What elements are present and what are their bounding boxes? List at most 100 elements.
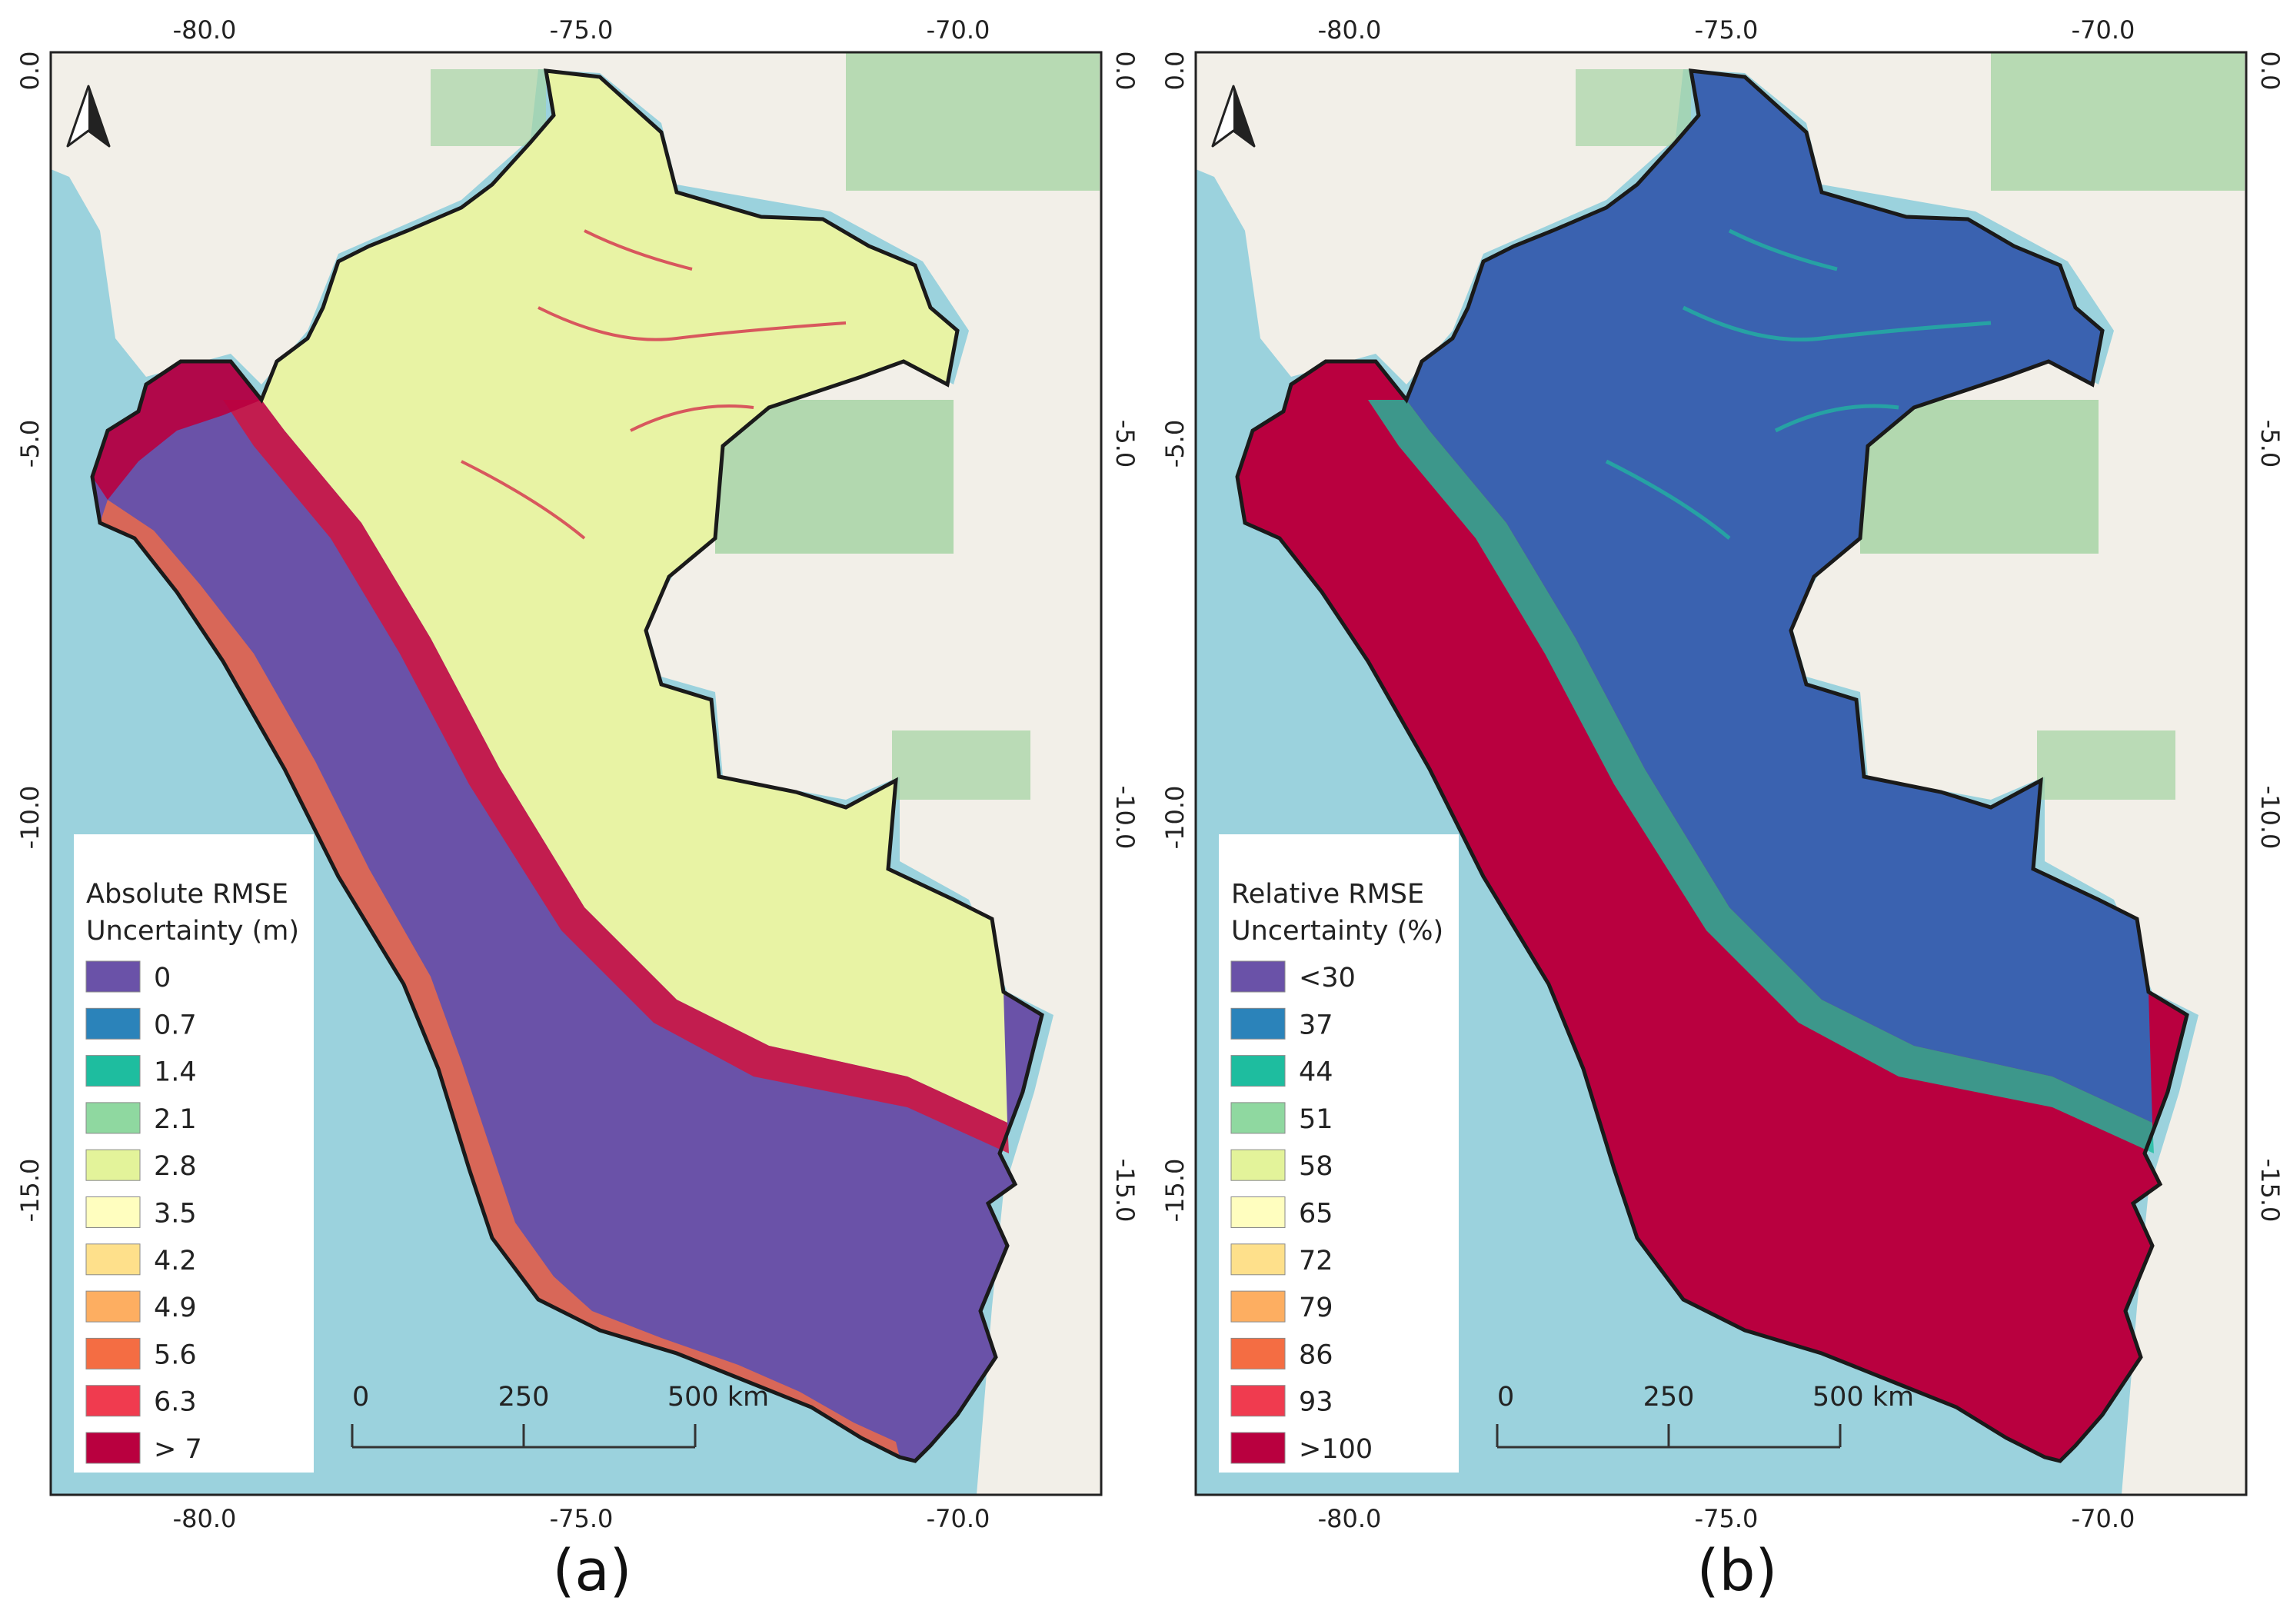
legend-swatch <box>85 1055 141 1087</box>
park-area <box>715 400 954 554</box>
legend-label: 65 <box>1299 1199 1333 1230</box>
legend-label: 93 <box>1299 1387 1333 1418</box>
legend-swatch <box>85 1385 141 1417</box>
map-panel-b <box>1194 51 2248 1496</box>
legend-swatch <box>1230 1385 1286 1417</box>
legend-swatch <box>85 1290 141 1323</box>
y-tick-label-right: -15.0 <box>2255 1159 2285 1223</box>
map-frame <box>1194 51 2248 1496</box>
scale-bar: 0 250 500 km <box>1496 1382 1914 1449</box>
legend-swatch <box>1230 1149 1286 1181</box>
legend-label: 4.9 <box>154 1293 197 1323</box>
legend-label: 4.2 <box>154 1246 197 1276</box>
legend-swatch <box>1230 1196 1286 1228</box>
x-tick-label-top: -75.0 <box>1695 15 1759 45</box>
legend-label: > 7 <box>154 1434 202 1465</box>
legend-label: 0 <box>154 963 171 993</box>
park-area <box>892 730 1030 800</box>
y-tick-label-left: -5.0 <box>15 420 45 468</box>
x-tick-label-top: -80.0 <box>1318 15 1382 45</box>
legend-swatch <box>85 1432 141 1464</box>
y-tick-label-left: -15.0 <box>1160 1159 1190 1223</box>
legend-label: 51 <box>1299 1104 1333 1135</box>
scale-bar: 0 250 500 km <box>351 1382 769 1449</box>
legend-swatch <box>85 1196 141 1228</box>
panel-label: (a) <box>552 1538 631 1604</box>
x-tick-label-bottom: -70.0 <box>927 1504 990 1533</box>
y-tick-label-right: -15.0 <box>1110 1159 1140 1223</box>
legend-label: <30 <box>1299 963 1356 993</box>
legend-swatch <box>1230 1337 1286 1369</box>
legend-swatch <box>1230 1243 1286 1276</box>
legend-swatch <box>85 1007 141 1040</box>
legend-swatch <box>1230 1007 1286 1040</box>
river-lines <box>1605 228 1992 540</box>
legend-label: >100 <box>1299 1434 1373 1465</box>
legend-label: 44 <box>1299 1057 1333 1088</box>
park-area <box>2037 730 2175 800</box>
park-area <box>1860 400 2099 554</box>
x-tick-label-top: -75.0 <box>550 15 614 45</box>
transition-band <box>1368 400 2154 1153</box>
north-arrow-icon <box>66 85 111 148</box>
y-tick-label-right: -5.0 <box>2255 420 2285 468</box>
legend-label: 0.7 <box>154 1010 197 1040</box>
legend-label: 37 <box>1299 1010 1333 1040</box>
x-tick-label-bottom: -70.0 <box>2072 1504 2135 1533</box>
scale-label: 250 <box>1643 1382 1695 1413</box>
legend-label: 79 <box>1299 1293 1333 1323</box>
park-area <box>1991 52 2245 191</box>
scale-label: 500 km <box>667 1382 769 1413</box>
legend-title: Absolute RMSE <box>86 879 288 910</box>
legend-label: 86 <box>1299 1339 1333 1370</box>
y-tick-label-left: 0.0 <box>1160 52 1190 91</box>
north-arrow-icon <box>1211 85 1256 148</box>
scale-label: 0 <box>352 1382 369 1413</box>
y-tick-label-left: 0.0 <box>15 52 45 91</box>
legend-label: 2.8 <box>154 1151 197 1182</box>
legend-swatch <box>1230 1102 1286 1134</box>
y-tick-label-right: -10.0 <box>1110 786 1140 850</box>
legend: Relative RMSE Uncertainty (%) <30 37 44 51 58 6… <box>1219 834 1459 1473</box>
y-tick-label-right: -10.0 <box>2255 786 2285 850</box>
legend-swatch <box>85 1149 141 1181</box>
y-tick-label-left: -15.0 <box>15 1159 45 1223</box>
legend-swatch <box>1230 1290 1286 1323</box>
y-tick-label-left: -10.0 <box>15 786 45 850</box>
legend-title: Uncertainty (m) <box>86 916 299 947</box>
panel-annotations: -80.0 -75.0 -70.0 -80.0 -75.0 -70.0 0.0 0.0 -5.0… <box>15 15 1140 1604</box>
panel-label: (b) <box>1697 1538 1778 1604</box>
coast-band <box>92 361 261 500</box>
x-tick-label-top: -80.0 <box>173 15 237 45</box>
park-area <box>1576 69 1691 146</box>
legend-title: Relative RMSE <box>1231 879 1424 910</box>
legend-label: 2.1 <box>154 1104 197 1135</box>
x-tick-label-bottom: -80.0 <box>173 1504 237 1533</box>
legend-label: 72 <box>1299 1246 1333 1276</box>
y-tick-label-right: -5.0 <box>1110 420 1140 468</box>
scale-label: 0 <box>1497 1382 1514 1413</box>
lowland-fill <box>1406 71 2152 1123</box>
lowland-fill <box>261 71 1007 1123</box>
coast-band <box>100 500 900 1457</box>
x-tick-label-top: -70.0 <box>927 15 990 45</box>
legend-swatch <box>1230 1432 1286 1464</box>
scale-label: 500 km <box>1812 1382 1914 1413</box>
legend-label: 5.6 <box>154 1339 197 1370</box>
panel-annotations: -80.0 -75.0 -70.0 -80.0 -75.0 -70.0 0.0 0.0 -5.0… <box>1160 15 2285 1604</box>
legend-swatch <box>85 1243 141 1276</box>
legend-label: 58 <box>1299 1151 1333 1182</box>
y-tick-label-left: -5.0 <box>1160 420 1190 468</box>
legend-swatch <box>85 1337 141 1369</box>
y-tick-label-right: 0.0 <box>2255 52 2285 91</box>
x-tick-label-bottom: -75.0 <box>1695 1504 1759 1533</box>
x-tick-label-top: -70.0 <box>2072 15 2135 45</box>
transition-band <box>223 400 1009 1153</box>
x-tick-label-bottom: -80.0 <box>1318 1504 1382 1533</box>
park-area <box>846 52 1100 191</box>
legend-swatch <box>85 1102 141 1134</box>
legend-label: 6.3 <box>154 1387 197 1418</box>
legend-swatch <box>1230 1055 1286 1087</box>
legend: Absolute RMSE Uncertainty (m) 0 0.7 1.4 2.1 2.… <box>74 834 314 1473</box>
